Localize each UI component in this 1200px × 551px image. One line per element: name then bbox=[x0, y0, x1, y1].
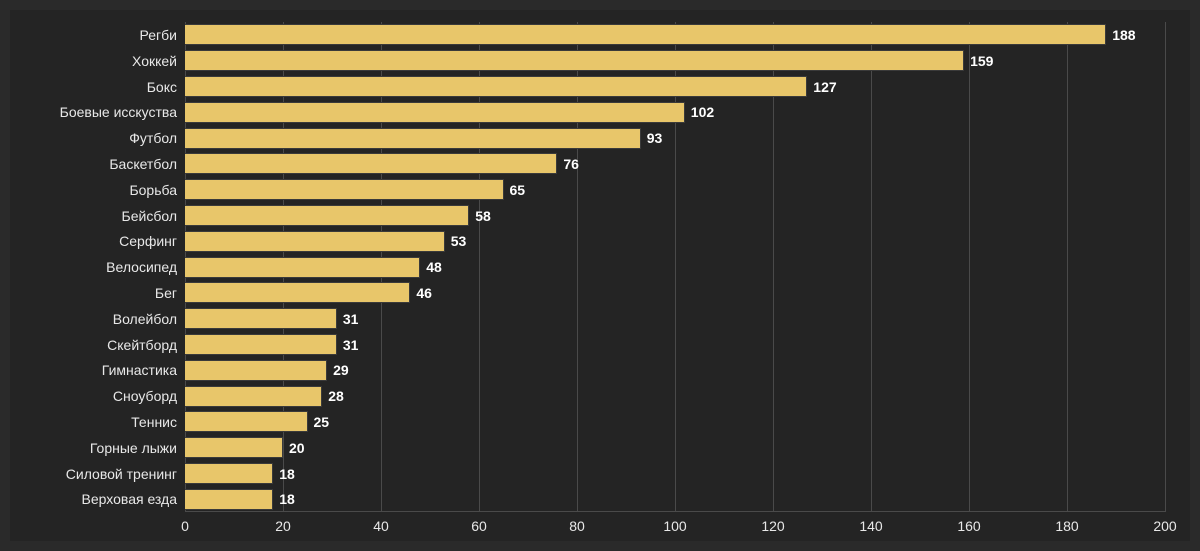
bar-value-label: 65 bbox=[510, 182, 526, 198]
y-category-label: Хоккей bbox=[132, 53, 177, 69]
bar-value-label: 18 bbox=[279, 466, 295, 482]
bar-value-label: 188 bbox=[1112, 27, 1135, 43]
bar bbox=[185, 411, 308, 432]
bar-row: 102 bbox=[185, 102, 1165, 123]
bar-row: 188 bbox=[185, 24, 1165, 45]
x-tick-label: 20 bbox=[275, 518, 291, 534]
x-tick-label: 0 bbox=[181, 518, 189, 534]
bar-row: 28 bbox=[185, 386, 1165, 407]
y-category-label: Сноуборд bbox=[113, 388, 177, 404]
bar-row: 76 bbox=[185, 153, 1165, 174]
x-baseline bbox=[185, 511, 1165, 512]
y-category-label: Баскетбол bbox=[109, 156, 177, 172]
bar-row: 53 bbox=[185, 231, 1165, 252]
bar-row: 93 bbox=[185, 128, 1165, 149]
x-tick-label: 180 bbox=[1055, 518, 1078, 534]
x-tick-label: 100 bbox=[663, 518, 686, 534]
bar bbox=[185, 128, 641, 149]
bar-value-label: 159 bbox=[970, 53, 993, 69]
bar-row: 48 bbox=[185, 257, 1165, 278]
y-category-label: Бокс bbox=[147, 79, 177, 95]
y-category-label: Регби bbox=[140, 27, 177, 43]
bar-row: 127 bbox=[185, 76, 1165, 97]
y-category-label: Велосипед bbox=[106, 259, 177, 275]
plot-area: 0204060801001201401601802001881591271029… bbox=[185, 22, 1165, 512]
bar bbox=[185, 50, 964, 71]
bar-value-label: 102 bbox=[691, 104, 714, 120]
bar-row: 159 bbox=[185, 50, 1165, 71]
y-category-label: Боевые исскуства bbox=[60, 104, 177, 120]
bar-value-label: 29 bbox=[333, 362, 349, 378]
y-category-label: Скейтборд bbox=[107, 337, 177, 353]
chart-outer: 0 20 40 60 80 100 120 140 160 180 200 188 159 127 102 9… bbox=[0, 0, 1200, 551]
y-category-label: Теннис bbox=[131, 414, 177, 430]
bar bbox=[185, 205, 469, 226]
y-category-label: Гимнастика bbox=[102, 362, 177, 378]
y-category-label: Бег bbox=[155, 285, 177, 301]
bar-value-label: 20 bbox=[289, 440, 305, 456]
x-tick-label: 80 bbox=[569, 518, 585, 534]
x-tick-label: 60 bbox=[471, 518, 487, 534]
bar bbox=[185, 179, 504, 200]
bar bbox=[185, 257, 420, 278]
x-tick-label: 40 bbox=[373, 518, 389, 534]
y-category-label: Борьба bbox=[129, 182, 177, 198]
bar-value-label: 93 bbox=[647, 130, 663, 146]
x-tick-label: 140 bbox=[859, 518, 882, 534]
bar bbox=[185, 231, 445, 252]
bar bbox=[185, 282, 410, 303]
bar bbox=[185, 102, 685, 123]
y-category-label: Бейсбол bbox=[122, 208, 177, 224]
bar-value-label: 31 bbox=[343, 311, 359, 327]
y-category-label: Серфинг bbox=[119, 233, 177, 249]
bar-row: 46 bbox=[185, 282, 1165, 303]
y-category-label: Футбол bbox=[129, 130, 177, 146]
bar-value-label: 127 bbox=[813, 79, 836, 95]
bar-value-label: 58 bbox=[475, 208, 491, 224]
bar-value-label: 46 bbox=[416, 285, 432, 301]
bar bbox=[185, 386, 322, 407]
bar-value-label: 18 bbox=[279, 491, 295, 507]
x-tick-label: 160 bbox=[957, 518, 980, 534]
bar bbox=[185, 24, 1106, 45]
bar bbox=[185, 437, 283, 458]
bar-value-label: 76 bbox=[563, 156, 579, 172]
x-tick-label: 200 bbox=[1153, 518, 1176, 534]
y-category-label: Горные лыжи bbox=[90, 440, 177, 456]
bar-value-label: 53 bbox=[451, 233, 467, 249]
y-category-label: Волейбол bbox=[113, 311, 177, 327]
bar bbox=[185, 153, 557, 174]
bar-row: 20 bbox=[185, 437, 1165, 458]
bar-row: 25 bbox=[185, 411, 1165, 432]
y-category-label: Верховая езда bbox=[82, 491, 177, 507]
bar-row: 31 bbox=[185, 334, 1165, 355]
bar bbox=[185, 360, 327, 381]
bar-row: 29 bbox=[185, 360, 1165, 381]
bar bbox=[185, 308, 337, 329]
bar bbox=[185, 489, 273, 510]
bar-row: 18 bbox=[185, 489, 1165, 510]
bar-value-label: 25 bbox=[314, 414, 330, 430]
bar-row: 31 bbox=[185, 308, 1165, 329]
x-gridline bbox=[1165, 22, 1166, 512]
bar bbox=[185, 334, 337, 355]
x-tick-label: 120 bbox=[761, 518, 784, 534]
y-category-label: Силовой тренинг bbox=[66, 466, 177, 482]
bar-value-label: 31 bbox=[343, 337, 359, 353]
bar-row: 18 bbox=[185, 463, 1165, 484]
bar-row: 58 bbox=[185, 205, 1165, 226]
bar bbox=[185, 463, 273, 484]
bar-value-label: 28 bbox=[328, 388, 344, 404]
bar-value-label: 48 bbox=[426, 259, 442, 275]
chart-panel: 0 20 40 60 80 100 120 140 160 180 200 188 159 127 102 9… bbox=[10, 10, 1190, 541]
bar-row: 65 bbox=[185, 179, 1165, 200]
bar bbox=[185, 76, 807, 97]
